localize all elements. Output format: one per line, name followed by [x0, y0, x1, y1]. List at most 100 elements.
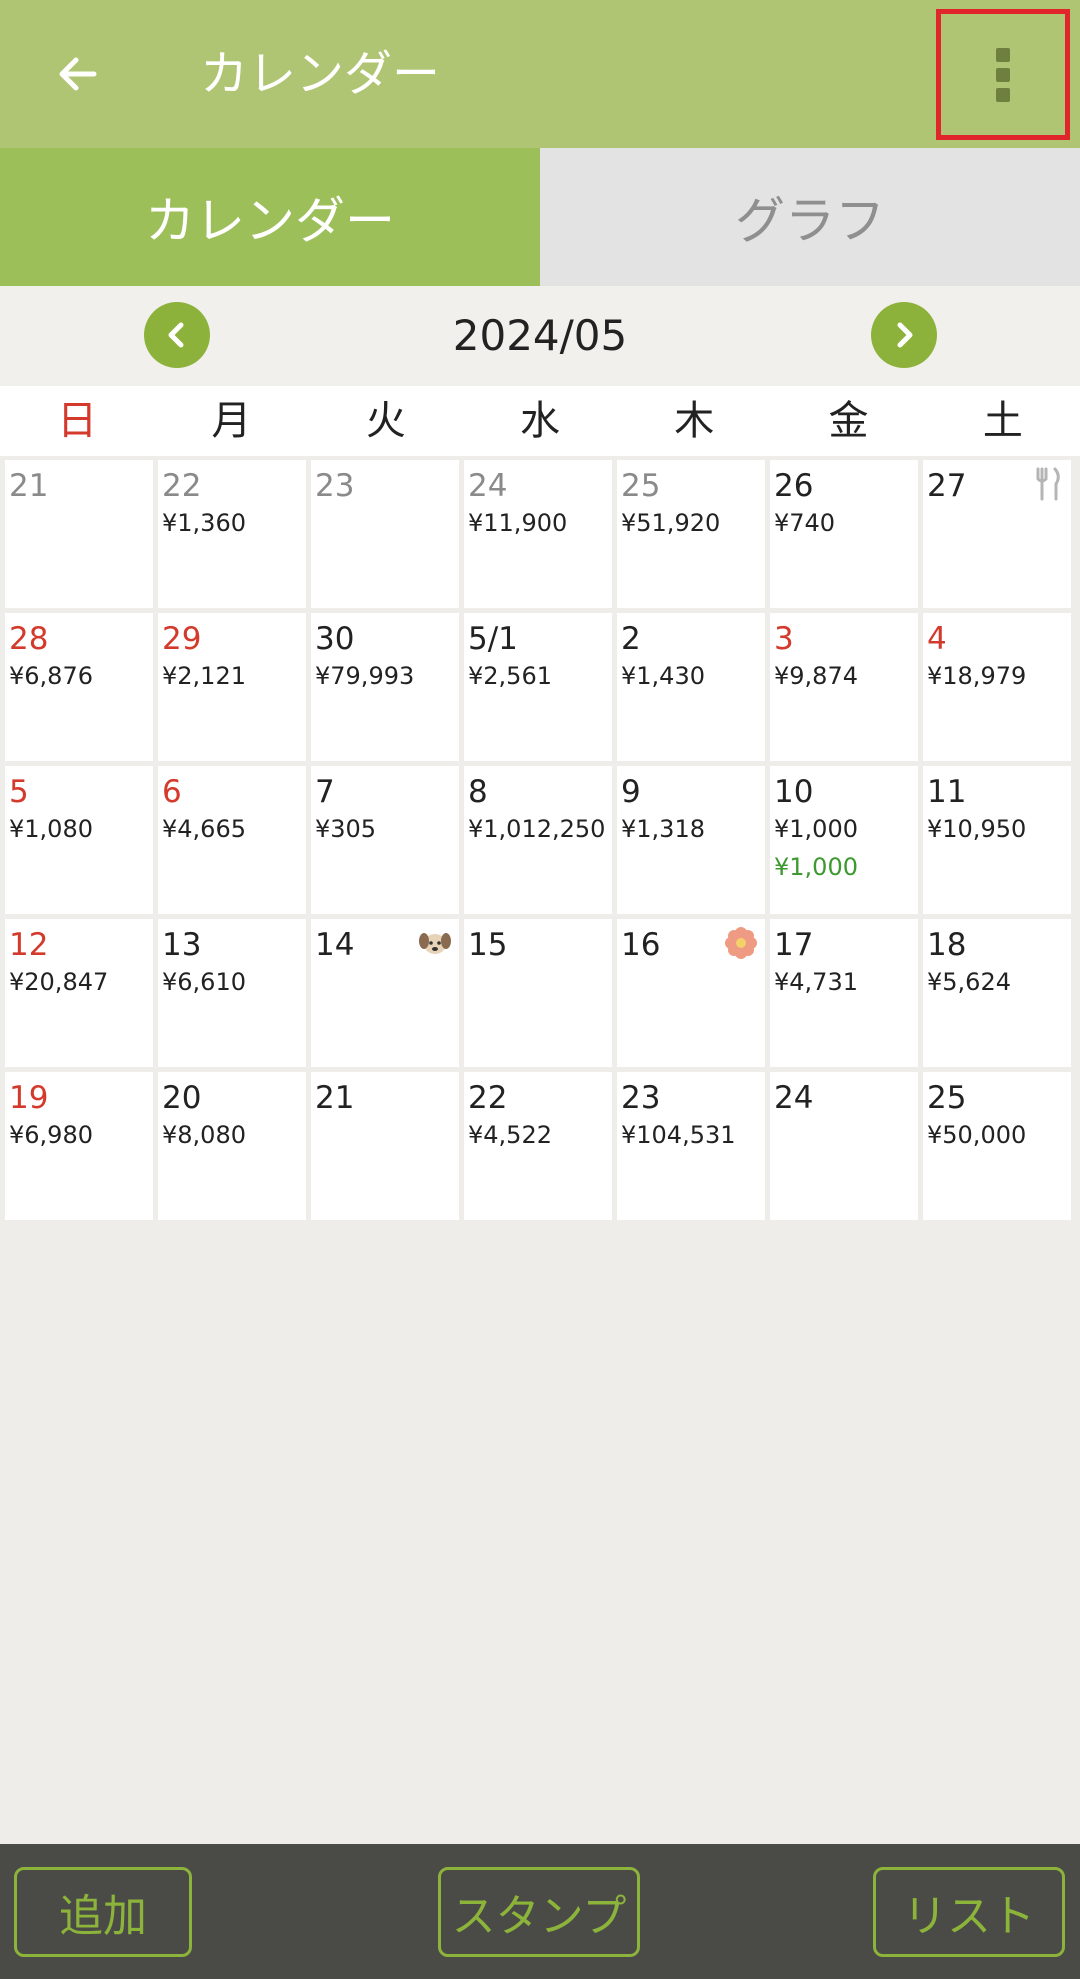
- expense-amount: ¥4,665: [162, 815, 246, 843]
- calendar-day-cell[interactable]: 24 ¥11,900: [464, 460, 612, 608]
- calendar-day-cell[interactable]: 11 ¥10,950: [923, 766, 1071, 914]
- more-options-button[interactable]: [936, 9, 1070, 140]
- calendar-day-cell[interactable]: 24: [770, 1072, 918, 1220]
- day-number: 22: [162, 468, 202, 504]
- day-number: 15: [468, 927, 508, 963]
- calendar-day-cell[interactable]: 2 ¥1,430: [617, 613, 765, 761]
- day-number: 16: [621, 927, 661, 963]
- day-number: 5: [9, 774, 29, 810]
- calendar-day-cell[interactable]: 21: [5, 460, 153, 608]
- expense-amount: ¥2,561: [468, 662, 552, 690]
- calendar-day-cell[interactable]: 20 ¥8,080: [158, 1072, 306, 1220]
- expense-amount: ¥1,430: [621, 662, 705, 690]
- expense-amount: ¥1,000: [774, 815, 858, 843]
- calendar-day-cell[interactable]: 19 ¥6,980: [5, 1072, 153, 1220]
- calendar-day-cell[interactable]: 23: [311, 460, 459, 608]
- calendar-day-cell[interactable]: 17 ¥4,731: [770, 919, 918, 1067]
- expense-amount: ¥11,900: [468, 509, 568, 537]
- day-number: 17: [774, 927, 814, 963]
- current-month: 2024/05: [452, 311, 628, 360]
- calendar-day-cell[interactable]: 5 ¥1,080: [5, 766, 153, 914]
- expense-amount: ¥1,080: [9, 815, 93, 843]
- tab-calendar[interactable]: カレンダー: [0, 148, 540, 286]
- bottom-toolbar: 追加 スタンプ リスト: [0, 1844, 1080, 1979]
- day-number: 2: [621, 621, 641, 657]
- calendar-day-cell[interactable]: 25 ¥51,920: [617, 460, 765, 608]
- day-number: 26: [774, 468, 814, 504]
- expense-amount: ¥4,731: [774, 968, 858, 996]
- calendar-day-cell[interactable]: 6 ¥4,665: [158, 766, 306, 914]
- weekday-mon: 月: [211, 398, 252, 444]
- expense-amount: ¥8,080: [162, 1121, 246, 1149]
- day-number: 24: [774, 1080, 814, 1116]
- next-month-button[interactable]: [871, 302, 937, 368]
- calendar-day-cell[interactable]: 7 ¥305: [311, 766, 459, 914]
- day-number: 25: [927, 1080, 967, 1116]
- day-number: 3: [774, 621, 794, 657]
- day-number: 12: [9, 927, 49, 963]
- prev-month-button[interactable]: [144, 302, 210, 368]
- calendar-day-cell[interactable]: 29 ¥2,121: [158, 613, 306, 761]
- calendar-day-cell[interactable]: 13 ¥6,610: [158, 919, 306, 1067]
- calendar-day-cell[interactable]: 5/1 ¥2,561: [464, 613, 612, 761]
- expense-amount: ¥9,874: [774, 662, 858, 690]
- expense-amount: ¥740: [774, 509, 836, 537]
- income-amount: ¥1,000: [774, 853, 858, 881]
- calendar-day-cell[interactable]: 8 ¥1,012,250: [464, 766, 612, 914]
- calendar-day-cell[interactable]: 16: [617, 919, 765, 1067]
- calendar-day-cell[interactable]: 10 ¥1,000 ¥1,000: [770, 766, 918, 914]
- day-number: 6: [162, 774, 182, 810]
- chevron-left-icon: [168, 322, 184, 348]
- day-number: 8: [468, 774, 488, 810]
- calendar-day-cell[interactable]: 25 ¥50,000: [923, 1072, 1071, 1220]
- day-number: 24: [468, 468, 508, 504]
- day-number: 14: [315, 927, 355, 963]
- calendar-day-cell[interactable]: 26 ¥740: [770, 460, 918, 608]
- calendar-day-cell[interactable]: 9 ¥1,318: [617, 766, 765, 914]
- day-number: 30: [315, 621, 355, 657]
- page-title: カレンダー: [200, 46, 441, 102]
- calendar-day-cell[interactable]: 4 ¥18,979: [923, 613, 1071, 761]
- calendar-day-cell[interactable]: 27: [923, 460, 1071, 608]
- calendar-grid: 21 22 ¥1,360 23 24 ¥11,900 25 ¥51,920 26 ¥740 27 28…: [5, 460, 1077, 1220]
- expense-amount: ¥305: [315, 815, 377, 843]
- expense-amount: ¥6,980: [9, 1121, 93, 1149]
- day-number: 10: [774, 774, 814, 810]
- chevron-right-icon: [897, 322, 913, 348]
- calendar-day-cell[interactable]: 21: [311, 1072, 459, 1220]
- day-number: 23: [621, 1080, 661, 1116]
- day-number: 11: [927, 774, 967, 810]
- calendar-day-cell[interactable]: 28 ¥6,876: [5, 613, 153, 761]
- weekday-sun: 日: [57, 398, 98, 444]
- stamp-button[interactable]: スタンプ: [438, 1867, 640, 1957]
- add-button[interactable]: 追加: [14, 1867, 192, 1957]
- expense-amount: ¥20,847: [9, 968, 109, 996]
- calendar-day-cell[interactable]: 18 ¥5,624: [923, 919, 1071, 1067]
- back-button[interactable]: [44, 40, 112, 108]
- calendar-day-cell[interactable]: 23 ¥104,531: [617, 1072, 765, 1220]
- calendar-day-cell[interactable]: 22 ¥1,360: [158, 460, 306, 608]
- list-button[interactable]: リスト: [873, 1867, 1065, 1957]
- dog-icon: [417, 925, 453, 961]
- day-number: 7: [315, 774, 335, 810]
- tab-graph[interactable]: グラフ: [540, 148, 1080, 286]
- expense-amount: ¥10,950: [927, 815, 1027, 843]
- view-tabs: カレンダー グラフ: [0, 148, 1080, 286]
- calendar-day-cell[interactable]: 15: [464, 919, 612, 1067]
- expense-amount: ¥6,876: [9, 662, 93, 690]
- weekday-wed: 水: [519, 398, 560, 444]
- weekday-tue: 火: [365, 398, 406, 444]
- calendar-day-cell[interactable]: 22 ¥4,522: [464, 1072, 612, 1220]
- day-number: 18: [927, 927, 967, 963]
- day-number: 20: [162, 1080, 202, 1116]
- weekday-fri: 金: [828, 398, 869, 444]
- calendar-day-cell[interactable]: 3 ¥9,874: [770, 613, 918, 761]
- calendar-day-cell[interactable]: 12 ¥20,847: [5, 919, 153, 1067]
- day-number: 23: [315, 468, 355, 504]
- fork-knife-icon: [1029, 466, 1065, 502]
- expense-amount: ¥79,993: [315, 662, 415, 690]
- calendar-day-cell[interactable]: 30 ¥79,993: [311, 613, 459, 761]
- day-number: 19: [9, 1080, 49, 1116]
- calendar-day-cell[interactable]: 14: [311, 919, 459, 1067]
- expense-amount: ¥104,531: [621, 1121, 736, 1149]
